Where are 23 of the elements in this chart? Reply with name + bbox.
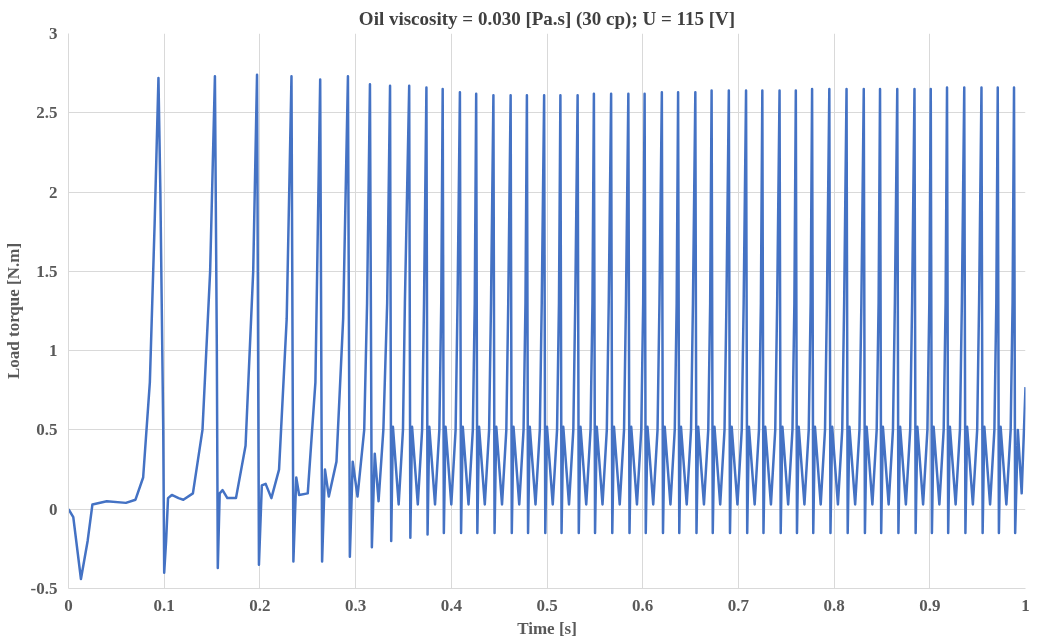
x-tick-label: 0 bbox=[64, 595, 73, 615]
y-tick-label: 2.5 bbox=[36, 103, 58, 123]
y-tick-label: 0.5 bbox=[36, 420, 58, 440]
x-tick-label: 1 bbox=[1021, 595, 1030, 615]
x-tick-label: 0.8 bbox=[823, 595, 845, 615]
x-tick-label: 0.6 bbox=[632, 595, 654, 615]
y-tick-label: 1.5 bbox=[36, 261, 58, 281]
y-tick-label: 2 bbox=[49, 182, 58, 202]
y-tick-label: 3 bbox=[49, 24, 58, 43]
x-tick-label: 0.3 bbox=[344, 595, 367, 615]
x-tick-label: 0.9 bbox=[919, 595, 941, 615]
chart-title: Oil viscosity = 0.030 [Pa.s] (30 cp); U = 115 [V] bbox=[358, 7, 736, 30]
x-tick-label: 0.7 bbox=[727, 595, 750, 615]
y-tick-label: -0.5 bbox=[30, 579, 58, 598]
x-tick-label: 0.1 bbox=[153, 595, 175, 615]
x-tick-label: 0.2 bbox=[249, 595, 271, 615]
line-series bbox=[68, 73, 1026, 581]
y-tick-label: 1 bbox=[49, 341, 58, 361]
y-tick-label: 0 bbox=[49, 499, 58, 519]
x-axis-title: Time [s] bbox=[517, 618, 577, 638]
x-tick-label: 0.4 bbox=[440, 595, 463, 615]
y-axis-title: Load torque [N.m] bbox=[3, 242, 23, 380]
x-tick-label: 0.5 bbox=[536, 595, 558, 615]
